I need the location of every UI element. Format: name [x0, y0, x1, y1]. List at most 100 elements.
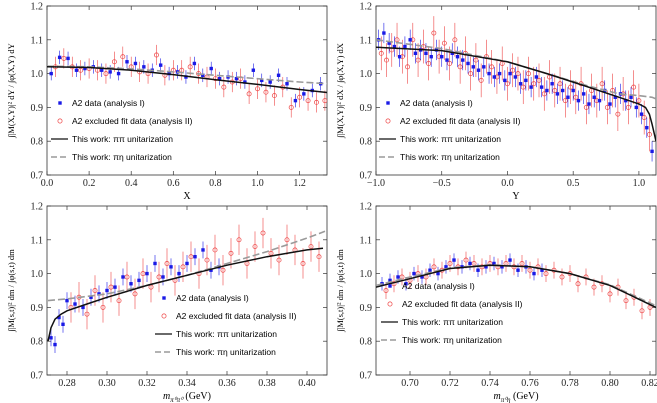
y-tick-label: 1.1 — [360, 235, 373, 246]
blue-data-point — [468, 261, 472, 266]
blue-data-point — [466, 61, 470, 66]
blue-data-point — [403, 44, 407, 49]
blue-data-point — [65, 298, 69, 303]
x-tick-label: 0.28 — [58, 378, 76, 389]
blue-data-point — [382, 31, 386, 35]
red-data-point — [252, 244, 258, 250]
x-tick-label: 1.0 — [251, 178, 264, 189]
legend-entry: This work: πη unitarization — [400, 152, 500, 162]
blue-data-point — [121, 275, 125, 279]
y-tick-label: 0.9 — [31, 303, 44, 314]
x-tick-label: 0.4 — [125, 178, 138, 189]
y-tick-label: 1.2 — [31, 202, 44, 213]
y-tick-label: 1.1 — [31, 235, 44, 246]
legend-entry: This work: ππ unitarization — [176, 329, 277, 339]
blue-data-point — [508, 258, 512, 262]
y-tick-label: 0.7 — [31, 371, 44, 382]
blue-data-point — [217, 76, 222, 81]
red-data-point — [519, 261, 525, 266]
blue-data-point — [539, 85, 544, 89]
legend-entry: This work: πη unitarization — [72, 152, 172, 162]
y-tick-label: 1.2 — [360, 202, 373, 213]
y-tick-label: 1.0 — [31, 69, 44, 80]
blue-data-point — [487, 71, 491, 76]
blue-data-point — [404, 282, 408, 286]
blue-data-point — [576, 98, 581, 103]
legend-entry: A2 excluded fit data (analysis II) — [176, 311, 297, 321]
blue-data-point — [268, 80, 272, 84]
red-data-point — [515, 71, 521, 77]
y-tick-label: 1.0 — [360, 269, 373, 280]
red-data-point — [536, 77, 542, 83]
legend-entry: This work: πη unitarization — [176, 347, 276, 357]
red-data-point — [599, 81, 605, 87]
legend: A2 data (analysis I) A2 excluded fit data… — [381, 281, 523, 345]
red-data-point — [573, 94, 579, 100]
blue-data-point — [260, 78, 264, 83]
blue-data-point — [285, 82, 289, 86]
legend-marker-red — [385, 118, 391, 124]
y-tick-label: 0.9 — [31, 103, 44, 114]
panel-tl: 0.0 0.2 0.4 0.6 0.8 1.0 1.2 0.7 0.8 0.9 1.0 1.1 1.2 X… — [6, 2, 328, 202]
legend-marker-blue — [58, 101, 62, 105]
y-tick-label: 0.7 — [31, 171, 44, 182]
legend-entry: A2 excluded fit data (analysis II) — [72, 116, 193, 126]
pieta-unitarization-curve — [47, 230, 326, 302]
red-data-point — [489, 64, 495, 70]
red-data-point — [625, 104, 631, 110]
red-data-point — [559, 274, 565, 280]
blue-data-point — [540, 268, 544, 272]
blue-data-point — [61, 322, 65, 326]
red-data-point — [415, 57, 421, 63]
red-data-point — [431, 30, 437, 36]
blue-data-point — [471, 65, 475, 69]
red-data-point — [212, 76, 218, 82]
blue-data-point — [185, 261, 189, 266]
red-data-point — [180, 264, 186, 270]
legend-entry: A2 excluded fit data (analysis II) — [400, 116, 521, 126]
blue-data-point — [650, 149, 654, 154]
blue-data-point — [624, 98, 628, 103]
blue-data-point — [113, 285, 117, 289]
x-axis-label: Y — [512, 191, 519, 202]
blue-data-point — [392, 44, 397, 49]
panel-bl: 0.28 0.30 0.32 0.34 0.36 0.38 0.40 0.7 0.8 0.9 1.0… — [6, 202, 328, 403]
x-tick-label: 1.0 — [633, 178, 646, 189]
y-tick-label: 0.9 — [360, 103, 373, 114]
blue-data-point — [413, 51, 418, 56]
blue-data-point — [387, 41, 391, 45]
blue-data-point — [184, 75, 188, 79]
red-data-point — [154, 52, 159, 58]
red-data-point — [520, 84, 526, 90]
red-data-point — [473, 57, 479, 63]
x-tick-label: 0.0 — [501, 178, 514, 189]
x-axis-label: X — [183, 191, 191, 202]
blue-data-point — [145, 271, 149, 276]
red-data-point — [156, 274, 162, 280]
blue-data-point — [243, 80, 247, 84]
blue-data-point — [83, 66, 87, 71]
red-data-point — [103, 71, 109, 77]
blue-data-point — [153, 261, 157, 266]
red-data-point — [316, 254, 322, 260]
blue-data-point — [57, 315, 61, 320]
red-data-point — [260, 230, 266, 236]
y-tick-label: 1.2 — [360, 2, 373, 13]
blue-data-point — [592, 95, 596, 99]
red-data-point — [468, 71, 474, 77]
red-data-point — [116, 298, 122, 304]
red-data-point — [236, 237, 242, 243]
red-data-point — [92, 288, 98, 293]
x-tick-label: 0.38 — [258, 378, 276, 389]
blue-data-point — [503, 78, 507, 83]
y-tick-label: 1.2 — [31, 2, 44, 13]
blue-data-point — [581, 92, 586, 96]
red-data-point — [204, 257, 210, 263]
red-data-point — [314, 99, 319, 105]
blue-data-point — [436, 271, 440, 276]
plot-frame — [46, 5, 328, 176]
red-data-point — [447, 61, 453, 66]
blue-data-point — [73, 302, 77, 306]
legend-marker-red — [57, 118, 63, 124]
blue-data-point — [645, 125, 649, 130]
